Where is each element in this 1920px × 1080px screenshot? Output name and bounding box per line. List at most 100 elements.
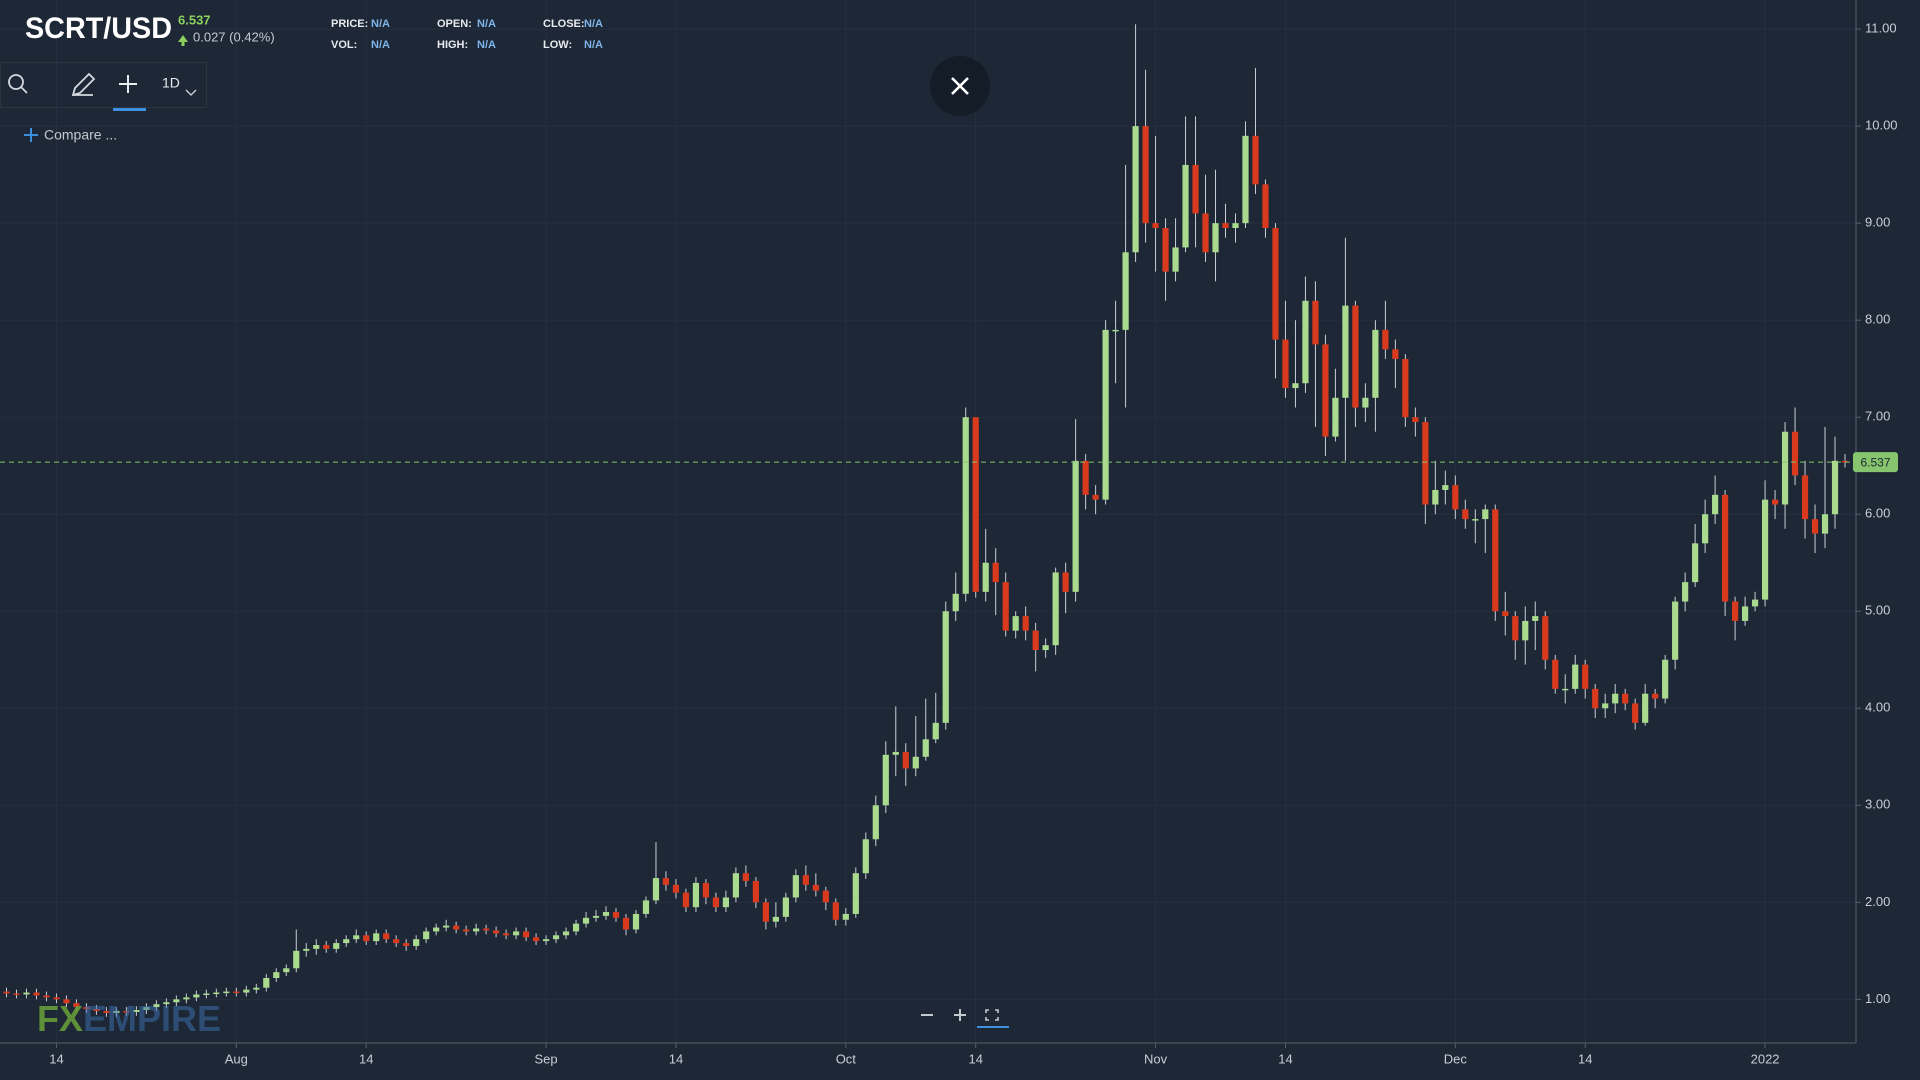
draw-button[interactable]: [71, 72, 96, 97]
candle-body: [682, 892, 690, 908]
candle-body: [43, 995, 50, 998]
compare-button[interactable]: Compare ...: [24, 127, 117, 143]
candle-body: [1312, 300, 1319, 345]
toolbar-frame: [0, 62, 207, 108]
candle-body: [1532, 616, 1539, 621]
compare-label[interactable]: Compare ...: [44, 127, 117, 143]
candle-body: [1841, 460, 1849, 463]
candle-body: [33, 992, 40, 996]
field-value: N/A: [584, 18, 603, 30]
candle-body: [143, 1007, 150, 1011]
candle-body: [752, 880, 759, 903]
candle-body: [93, 1009, 100, 1011]
y-tick-label: 6.00: [1865, 506, 1890, 521]
candle-body: [1212, 223, 1219, 253]
candle-body: [992, 562, 999, 583]
candle-body: [1152, 223, 1159, 229]
candle-body: [1222, 223, 1229, 229]
candle-body: [962, 417, 969, 594]
watermark-empire: EMPIRE: [83, 998, 221, 1039]
candle-body: [1572, 664, 1579, 689]
x-tick-label: 14: [669, 1051, 683, 1066]
crosshair-button[interactable]: [119, 75, 137, 93]
candle-body: [902, 751, 909, 769]
candle-body: [612, 912, 620, 918]
candle-body: [502, 933, 510, 936]
candle-body: [1801, 475, 1809, 520]
zoom-in[interactable]: [954, 1009, 966, 1021]
x-tick-label: Dec: [1444, 1051, 1468, 1066]
watermark-fx: FX: [37, 998, 83, 1039]
x-tick-label: 14: [968, 1051, 982, 1066]
candle-body: [73, 1003, 80, 1008]
candle-body: [13, 993, 20, 996]
candle-body: [183, 997, 190, 1000]
candle-body: [1712, 494, 1719, 515]
candle-body: [393, 939, 400, 944]
zoom-controls: [921, 1009, 999, 1021]
candle-body: [702, 882, 710, 898]
candle-body: [1042, 645, 1049, 651]
candle-body: [912, 756, 919, 769]
candle-body: [562, 931, 570, 936]
candle-body: [3, 991, 10, 994]
x-tick-label: 2022: [1751, 1051, 1780, 1066]
y-tick-label: 3.00: [1865, 797, 1890, 812]
symbol: SCRT/USD: [25, 12, 172, 45]
candle-body: [1062, 572, 1069, 592]
candle-body: [1022, 616, 1029, 631]
candle-body: [323, 945, 330, 949]
candle-body: [1032, 630, 1039, 651]
candle-body: [642, 900, 650, 914]
candle-body: [692, 882, 700, 908]
y-tick-label: 1.00: [1865, 991, 1890, 1006]
y-tick-label: 11.00: [1865, 21, 1897, 36]
candle-body: [1072, 460, 1079, 592]
x-tick-label: Sep: [534, 1051, 557, 1066]
candle-body: [1362, 397, 1369, 408]
candle-body: [522, 931, 530, 938]
y-tick-label: 5.00: [1865, 603, 1890, 618]
candle-body: [952, 593, 959, 612]
interval-dropdown[interactable]: [185, 89, 197, 97]
close-button[interactable]: [930, 56, 990, 116]
search-button[interactable]: [8, 74, 28, 94]
y-tick-label: 8.00: [1865, 312, 1890, 327]
candle-body: [1472, 519, 1479, 521]
candle-body: [1392, 349, 1399, 359]
candle-body: [1722, 494, 1729, 602]
y-tick-label: 10.00: [1865, 118, 1898, 133]
candle-body: [1382, 329, 1389, 350]
candle-body: [1512, 616, 1519, 641]
candle-body: [762, 902, 769, 922]
candle-body: [552, 935, 560, 940]
candle-body: [1452, 485, 1459, 510]
candle-body: [103, 1010, 110, 1013]
interval-button[interactable]: 1D: [162, 75, 180, 91]
candle-body: [972, 417, 979, 592]
y-tick-label: 9.00: [1865, 215, 1890, 230]
candle-body: [333, 943, 340, 949]
candle-body: [1622, 693, 1629, 704]
x-tick-label: Nov: [1144, 1051, 1168, 1066]
fullscreen[interactable]: [985, 1009, 999, 1021]
candle-body: [233, 991, 240, 994]
candle-body: [353, 935, 360, 940]
candle-body: [293, 950, 300, 969]
candle-body: [493, 930, 500, 934]
candle-body: [1092, 494, 1099, 500]
candle-body: [602, 912, 610, 916]
candle-body: [1732, 601, 1739, 621]
candle-body: [722, 897, 730, 908]
candle-body: [1592, 688, 1599, 709]
candle-body: [1652, 693, 1659, 699]
candle-body: [942, 611, 949, 723]
candle-body: [1422, 422, 1429, 505]
candle-body: [1402, 358, 1409, 418]
candle-body: [812, 884, 819, 891]
candle-body: [373, 933, 380, 942]
field-value: N/A: [371, 18, 390, 30]
